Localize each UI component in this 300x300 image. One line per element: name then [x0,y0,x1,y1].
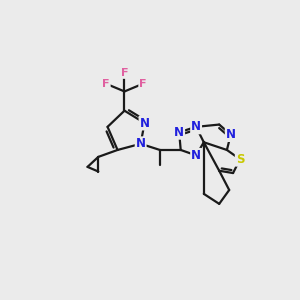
Text: S: S [236,153,244,166]
Text: F: F [139,79,147,89]
Text: N: N [226,128,236,141]
Text: N: N [174,126,184,139]
Text: N: N [191,120,201,134]
Text: N: N [140,116,149,130]
Text: F: F [121,68,128,78]
Text: F: F [102,79,110,89]
Text: N: N [136,137,146,150]
Text: N: N [191,149,201,162]
